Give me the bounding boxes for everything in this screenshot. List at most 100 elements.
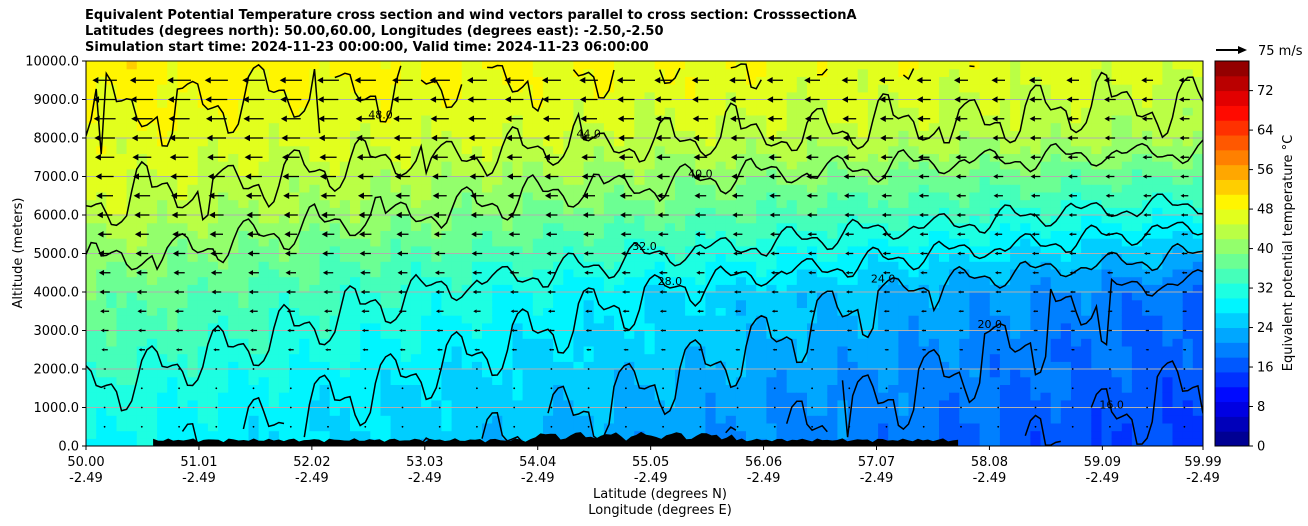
field-cell bbox=[888, 253, 899, 262]
field-cell bbox=[746, 292, 757, 301]
field-cell bbox=[502, 307, 514, 316]
field-cell bbox=[329, 315, 341, 324]
field-cell bbox=[735, 361, 747, 370]
field-cell bbox=[553, 399, 564, 409]
field-cell bbox=[532, 307, 544, 316]
field-cell bbox=[309, 191, 321, 201]
field-cell bbox=[1071, 399, 1082, 409]
field-cell bbox=[390, 138, 402, 147]
field-cell bbox=[969, 399, 981, 409]
field-cell bbox=[532, 207, 544, 216]
field-cell bbox=[86, 315, 97, 324]
field-cell bbox=[807, 369, 818, 378]
field-cell bbox=[187, 76, 199, 85]
field-cell bbox=[177, 61, 189, 70]
field-cell bbox=[461, 199, 473, 208]
field-cell bbox=[1060, 215, 1072, 224]
field-cell bbox=[319, 430, 331, 439]
field-cell bbox=[715, 284, 727, 293]
field-cell bbox=[837, 222, 849, 231]
field-cell bbox=[258, 430, 270, 439]
field-cell bbox=[167, 145, 178, 154]
field-cell bbox=[928, 245, 940, 255]
field-cell bbox=[654, 430, 666, 439]
field-cell bbox=[786, 91, 798, 101]
field-cell bbox=[583, 330, 595, 339]
field-cell bbox=[563, 399, 575, 409]
field-cell bbox=[441, 376, 453, 385]
field-cell bbox=[1081, 107, 1092, 116]
field-cell bbox=[786, 330, 798, 339]
field-cell bbox=[431, 376, 443, 385]
field-cell bbox=[441, 338, 453, 347]
field-cell bbox=[532, 261, 544, 270]
field-cell bbox=[96, 338, 107, 347]
field-cell bbox=[939, 107, 950, 116]
field-cell bbox=[786, 369, 798, 378]
field-cell bbox=[735, 68, 747, 77]
field-cell bbox=[350, 138, 361, 147]
field-cell bbox=[380, 345, 392, 355]
field-cell bbox=[543, 107, 554, 116]
field-cell bbox=[451, 122, 463, 131]
field-cell bbox=[725, 91, 737, 101]
field-cell bbox=[715, 330, 727, 339]
field-cell bbox=[898, 299, 910, 308]
field-cell bbox=[969, 407, 981, 416]
field-cell bbox=[177, 284, 189, 293]
field-cell bbox=[410, 184, 422, 193]
field-cell bbox=[817, 138, 828, 147]
field-cell bbox=[939, 145, 950, 154]
field-cell bbox=[969, 168, 981, 178]
field-cell bbox=[451, 430, 463, 439]
field-cell bbox=[644, 230, 656, 239]
field-cell bbox=[1050, 353, 1062, 362]
field-cell bbox=[888, 330, 899, 339]
field-cell bbox=[86, 153, 97, 162]
field-cell bbox=[380, 292, 392, 301]
field-cell bbox=[939, 245, 950, 255]
field-cell bbox=[675, 91, 686, 101]
field-cell bbox=[908, 145, 920, 154]
field-cell bbox=[278, 430, 290, 439]
field-cell bbox=[238, 399, 250, 409]
field-cell bbox=[167, 138, 178, 147]
field-cell bbox=[786, 430, 798, 439]
field-cell bbox=[512, 168, 524, 178]
field-cell bbox=[329, 122, 341, 131]
field-cell bbox=[146, 384, 158, 393]
field-cell bbox=[634, 199, 646, 208]
field-cell bbox=[116, 438, 128, 446]
field-cell bbox=[867, 61, 879, 70]
field-cell bbox=[857, 122, 869, 131]
field-cell bbox=[461, 215, 473, 224]
field-cell bbox=[86, 415, 97, 424]
field-cell bbox=[725, 215, 737, 224]
field-cell bbox=[380, 238, 392, 247]
field-cell bbox=[878, 199, 889, 208]
field-cell bbox=[695, 253, 707, 262]
field-cell bbox=[492, 268, 503, 278]
field-cell bbox=[786, 107, 798, 116]
field-cell bbox=[167, 330, 178, 339]
field-cell bbox=[969, 345, 981, 355]
field-cell bbox=[939, 315, 950, 324]
field-cell bbox=[187, 122, 199, 131]
field-cell bbox=[644, 322, 656, 332]
field-cell bbox=[888, 184, 899, 193]
field-cell bbox=[989, 238, 1001, 247]
field-cell bbox=[136, 322, 148, 332]
field-cell bbox=[675, 299, 686, 308]
field-cell bbox=[593, 76, 605, 85]
field-cell bbox=[228, 107, 239, 116]
field-cell bbox=[715, 268, 727, 278]
field-cell bbox=[187, 268, 199, 278]
field-cell bbox=[390, 345, 402, 355]
field-cell bbox=[157, 330, 168, 339]
field-cell bbox=[532, 191, 544, 201]
field-cell bbox=[644, 276, 656, 285]
field-cell bbox=[309, 276, 321, 285]
field-cell bbox=[644, 345, 656, 355]
field-cell bbox=[1010, 399, 1021, 409]
field-cell bbox=[837, 369, 849, 378]
